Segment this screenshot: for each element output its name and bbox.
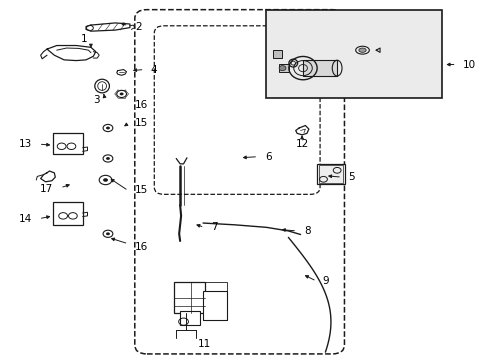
- Text: 8: 8: [304, 226, 310, 236]
- Bar: [303, 60, 336, 76]
- Bar: [203, 291, 227, 320]
- Text: 4: 4: [151, 64, 157, 75]
- Text: 1: 1: [81, 35, 87, 44]
- Bar: [173, 282, 205, 313]
- Text: 10: 10: [462, 59, 475, 69]
- Bar: [278, 64, 289, 72]
- Text: 12: 12: [295, 139, 308, 149]
- Bar: [316, 163, 344, 184]
- Circle shape: [106, 232, 110, 235]
- Circle shape: [120, 93, 123, 95]
- Text: 13: 13: [19, 139, 32, 149]
- Text: 15: 15: [135, 185, 148, 195]
- Text: 2: 2: [135, 22, 141, 32]
- Text: 15: 15: [135, 118, 148, 128]
- Bar: [53, 134, 82, 154]
- Bar: [53, 202, 82, 225]
- Text: 11: 11: [198, 339, 211, 349]
- Text: 9: 9: [322, 276, 328, 286]
- Text: 7: 7: [211, 222, 218, 232]
- Text: 16: 16: [135, 100, 148, 110]
- Text: 14: 14: [19, 214, 32, 224]
- Text: 5: 5: [347, 172, 354, 182]
- Bar: [319, 165, 342, 183]
- Text: 16: 16: [135, 242, 148, 252]
- Circle shape: [106, 157, 110, 160]
- Bar: [180, 311, 199, 325]
- Ellipse shape: [358, 48, 366, 52]
- Text: 3: 3: [93, 95, 100, 105]
- Text: 6: 6: [264, 152, 271, 162]
- Bar: [266, 10, 441, 98]
- Bar: [272, 50, 281, 58]
- Text: 17: 17: [40, 184, 53, 194]
- Circle shape: [103, 178, 108, 182]
- Circle shape: [279, 66, 285, 71]
- Circle shape: [106, 127, 110, 130]
